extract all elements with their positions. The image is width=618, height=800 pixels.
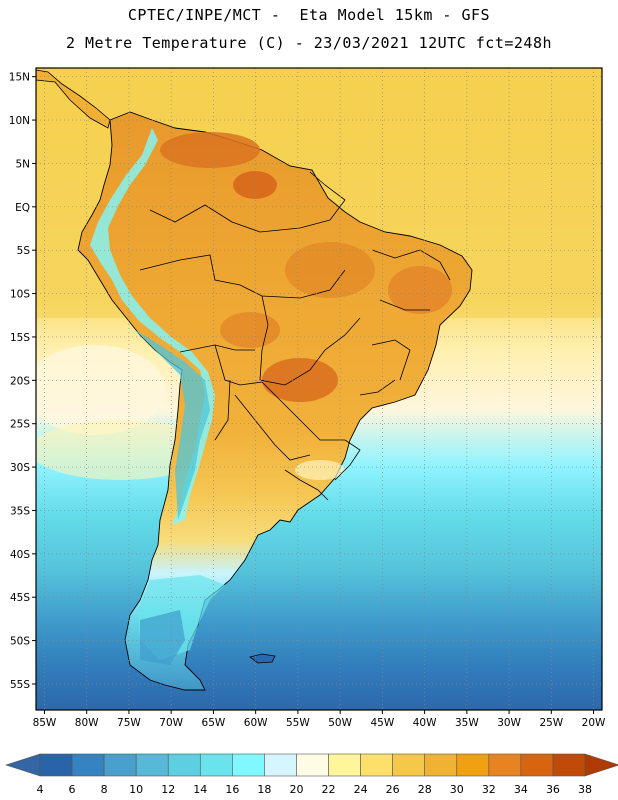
temperature-map: 15N 10N 5N EQ 5S 10S 15S 20S 25S 30S 35S 40S 45S 50S 5… xyxy=(9,67,606,729)
map-title-line1: CPTEC/INPE/MCT - Eta Model 15km - GFS xyxy=(127,6,491,24)
lon-label: 40W xyxy=(413,717,437,729)
colorbar-swatch xyxy=(552,753,586,777)
colorbar-label: 16 xyxy=(225,783,239,796)
colorbar-label: 14 xyxy=(193,783,207,796)
colorbar-swatch xyxy=(167,753,201,777)
map-frame xyxy=(35,67,603,711)
colorbar-label: 4 xyxy=(37,783,44,796)
lat-label: 30S xyxy=(10,462,30,474)
lon-label: 55W xyxy=(286,717,310,729)
colorbar-label: 24 xyxy=(354,783,368,796)
longitude-labels: 85W 80W 75W 70W 65W 60W 55W 50W 45W 40W 35W 30W 25W 2… xyxy=(33,710,606,729)
colorbar-swatch xyxy=(296,753,329,777)
colorbar-swatch xyxy=(232,753,265,777)
lat-label: EQ xyxy=(15,202,30,214)
lon-label: 30W xyxy=(497,717,521,729)
lon-label: 70W xyxy=(159,717,183,729)
map-title-line2: 2 Metre Temperature (C) - 23/03/2021 12U… xyxy=(65,34,553,52)
color-scale-bar: 4 6 8 10 12 14 16 18 20 22 24 26 28 30 32 34 36 38 xyxy=(5,753,618,796)
lat-label: 25S xyxy=(10,419,30,431)
colorbar-label: 6 xyxy=(69,783,76,796)
colorbar-swatch xyxy=(103,753,137,777)
lat-label: 15N xyxy=(9,72,30,84)
colorbar-label: 8 xyxy=(101,783,108,796)
colorbar-swatch xyxy=(199,753,233,777)
lat-label: 40S xyxy=(10,549,30,561)
country-borders xyxy=(139,171,451,501)
lat-label: 5S xyxy=(17,245,31,257)
lat-label: 35S xyxy=(10,505,30,517)
colorbar-label: 10 xyxy=(129,783,143,796)
colorbar-swatch xyxy=(71,753,105,777)
colorbar-swatch xyxy=(392,753,426,777)
colorbar-swatch xyxy=(360,753,393,777)
lon-label: 80W xyxy=(75,717,99,729)
colorbar-swatch xyxy=(424,753,458,777)
colorbar-label: 28 xyxy=(418,783,432,796)
lat-label: 10S xyxy=(10,289,30,301)
latitude-labels: 15N 10N 5N EQ 5S 10S 15S 20S 25S 30S 35S 40S 45S 50S 5… xyxy=(9,72,36,691)
colorbar-swatch xyxy=(135,753,169,777)
colorbar-swatch xyxy=(39,753,73,777)
lon-label: 75W xyxy=(117,717,141,729)
colorbar-label: 38 xyxy=(578,783,592,796)
colorbar-label: 22 xyxy=(322,783,336,796)
colorbar-swatch xyxy=(520,753,554,777)
lat-label: 50S xyxy=(10,636,30,648)
lon-label: 45W xyxy=(370,717,394,729)
colorbar-swatch xyxy=(456,753,490,777)
lat-label: 15S xyxy=(10,332,30,344)
colorbar-swatch xyxy=(488,753,522,777)
lat-label: 55S xyxy=(10,679,30,691)
lon-label: 20W xyxy=(582,717,606,729)
lat-label: 20S xyxy=(10,375,30,387)
lat-label: 5N xyxy=(15,158,30,170)
andes-cold-ribbon xyxy=(90,128,215,525)
central-america-land xyxy=(36,69,111,129)
lon-label: 60W xyxy=(244,717,268,729)
colorbar-low-arrow xyxy=(5,753,41,777)
lat-label: 45S xyxy=(10,592,30,604)
colorbar-label: 36 xyxy=(546,783,560,796)
colorbar-high-arrow xyxy=(584,753,618,777)
lon-label: 25W xyxy=(539,717,563,729)
colorbar-label: 18 xyxy=(257,783,271,796)
colorbar-label: 30 xyxy=(450,783,464,796)
colorbar-label: 20 xyxy=(289,783,303,796)
lon-label: 35W xyxy=(455,717,479,729)
falklands xyxy=(249,653,276,664)
colorbar-swatch xyxy=(328,753,361,777)
lat-label: 10N xyxy=(9,115,30,127)
colorbar-label: 12 xyxy=(161,783,175,796)
colorbar-label: 26 xyxy=(386,783,400,796)
lon-label: 50W xyxy=(328,717,352,729)
colorbar-label: 34 xyxy=(514,783,528,796)
lon-label: 85W xyxy=(33,717,57,729)
colorbar-swatch xyxy=(264,753,297,777)
colorbar-label: 32 xyxy=(482,783,496,796)
lon-label: 65W xyxy=(202,717,226,729)
